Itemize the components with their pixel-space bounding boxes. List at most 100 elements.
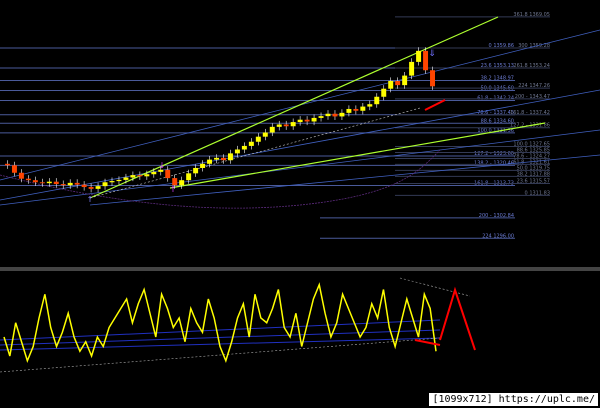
channel-line: [0, 129, 600, 206]
trendline-upper: [89, 16, 499, 199]
candle-body: [53, 181, 59, 185]
candle-body: [137, 175, 143, 177]
candle-body: [367, 104, 373, 107]
fib-ext-label: 23.6 1315.57: [517, 178, 550, 184]
candle-body: [241, 145, 247, 150]
candle-body: [332, 113, 338, 117]
candle-body: [130, 175, 136, 178]
candle-body: [325, 113, 331, 117]
fib-level-label: 38.2 1348.97: [481, 75, 514, 81]
fib-ext-label: 78.6 - 1324.27: [513, 153, 550, 159]
candle-body: [360, 106, 366, 111]
oscillator-trendline: [0, 337, 441, 373]
candle-body: [25, 178, 31, 181]
fib-level-label: 127.2 - 1323.60: [474, 151, 514, 157]
fib-ext-label: 161.8 - 1337.42: [510, 110, 550, 116]
candle-body: [32, 180, 38, 183]
candle-body: [11, 165, 17, 173]
fib-ext-label: 38.2 1317.88: [517, 171, 550, 177]
candle-body: [430, 70, 435, 87]
fib-ext-label: 100.0 1327.65: [513, 142, 550, 148]
arrow-up-marker: ↑: [87, 195, 94, 204]
candle-body: [158, 169, 164, 172]
candle-body: [144, 174, 150, 177]
candle-body: [276, 124, 282, 127]
fib-level-label: 138.2 - 1320.46: [474, 160, 514, 166]
candle-body: [165, 169, 171, 179]
fib-ext-label: 50.0 1319.75: [517, 165, 550, 171]
candle-body: [151, 171, 157, 175]
trendline-dotted: [89, 107, 421, 199]
candle-body: [179, 180, 185, 186]
candle-body: [374, 96, 380, 105]
candle-body: [227, 153, 233, 161]
candle-body: [172, 178, 178, 186]
candle-body: [402, 75, 408, 86]
red-arrow: [424, 99, 446, 111]
arrow-down-marker: ↓: [159, 161, 166, 170]
candle-body: [193, 167, 199, 174]
fib-level-label: 100.0 1331.36: [477, 128, 514, 134]
candle-body: [109, 181, 115, 183]
candle-body: [416, 50, 422, 62]
candle-body: [88, 187, 94, 189]
candle-body: [39, 182, 45, 184]
candle-body: [423, 50, 429, 71]
fib-ext-label: 61.8 - 1321.61: [513, 159, 550, 165]
candle-body: [339, 112, 345, 117]
arrow-up-marker: ↑: [170, 185, 177, 194]
candle-body: [255, 136, 261, 142]
fib-ext-label: 224 1347.26: [518, 83, 550, 89]
candle-body: [60, 184, 66, 186]
candle-body: [214, 157, 219, 160]
fib-ext-label: 0 1311.83: [525, 190, 550, 196]
channel-line: [0, 89, 600, 201]
candle-body: [221, 157, 226, 161]
candle-body: [395, 80, 401, 86]
candle-body: [290, 122, 296, 127]
candle-body: [409, 61, 415, 76]
trendline-lower: [169, 122, 546, 189]
candle-body: [102, 182, 108, 187]
candle-body: [269, 126, 275, 133]
arrow-down-marker: ⇓: [428, 49, 436, 59]
candle-body: [346, 108, 352, 113]
candle-body: [311, 117, 317, 122]
candle-body: [381, 88, 387, 97]
red-arrow-prediction: [439, 286, 476, 351]
candle-body: [46, 181, 52, 184]
fib-ext-label: 361.8 1369.05: [513, 12, 550, 18]
candle-body: [283, 124, 289, 127]
fib-level-label: 224 1296.00: [482, 233, 514, 239]
candle-body: [304, 119, 310, 122]
candle-body: [297, 119, 303, 123]
candle-body: [388, 80, 394, 89]
envelope-line: [0, 149, 441, 209]
fib-level-label: 200 - 1302.84: [479, 213, 514, 219]
oscillator-trendline: [399, 277, 471, 297]
fib-ext-label: 300 1359.28: [518, 43, 550, 49]
candle-body: [123, 177, 129, 180]
channel-line: [89, 154, 600, 206]
fib-level-label: 78.6 - 1337.45: [477, 110, 514, 116]
fib-ext-label: 88.6 1325.85: [517, 147, 550, 153]
fib-level-label: 23.6 1353.13: [481, 63, 514, 69]
fib-ext-label: 261.8 1353.24: [513, 63, 550, 69]
red-arrow: [414, 339, 441, 346]
candle-body: [248, 141, 254, 146]
candle-body: [18, 172, 24, 179]
candle-body: [318, 116, 324, 118]
candle-body: [67, 182, 73, 186]
fib-level-label: 88.6 1334.60: [481, 118, 514, 124]
oscillator-line: [3, 282, 437, 363]
candle-body: [95, 186, 101, 189]
watermark: [1099x712] https://uplc.me/: [429, 393, 598, 406]
candle-body: [262, 132, 268, 137]
candle-body: [207, 159, 213, 164]
candle-body: [5, 163, 10, 166]
candle-body: [200, 163, 206, 168]
candle-body: [74, 182, 80, 185]
candle-body: [116, 179, 122, 182]
candle-body: [234, 149, 240, 154]
